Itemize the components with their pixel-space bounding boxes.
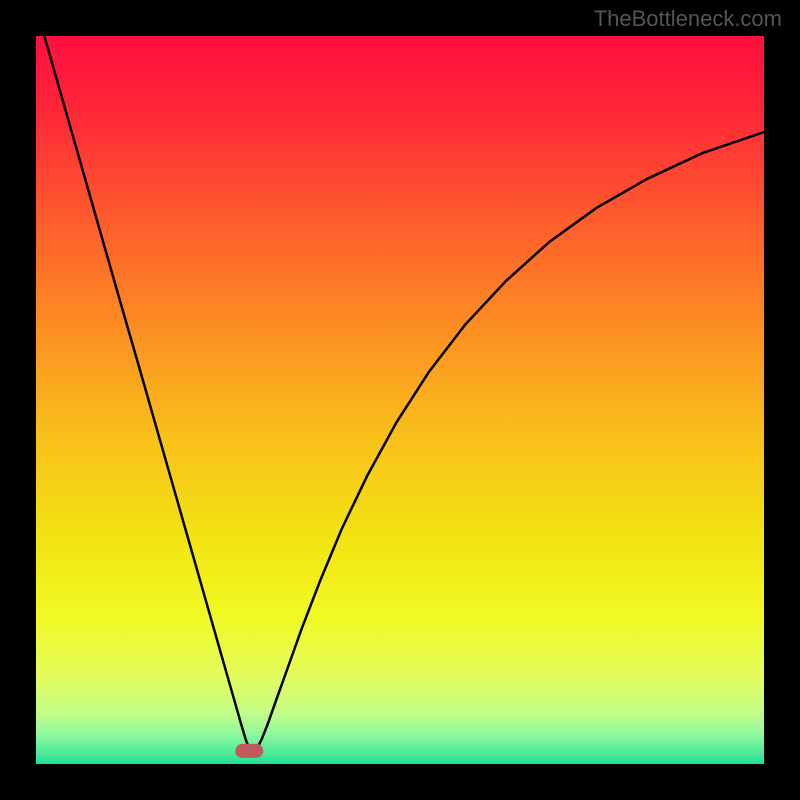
minimum-marker (235, 744, 263, 758)
chart-root: TheBottleneck.com (0, 0, 800, 800)
gradient-background (36, 36, 764, 764)
chart-svg (36, 36, 764, 764)
watermark-text: TheBottleneck.com (594, 6, 782, 32)
plot-area (36, 36, 764, 764)
